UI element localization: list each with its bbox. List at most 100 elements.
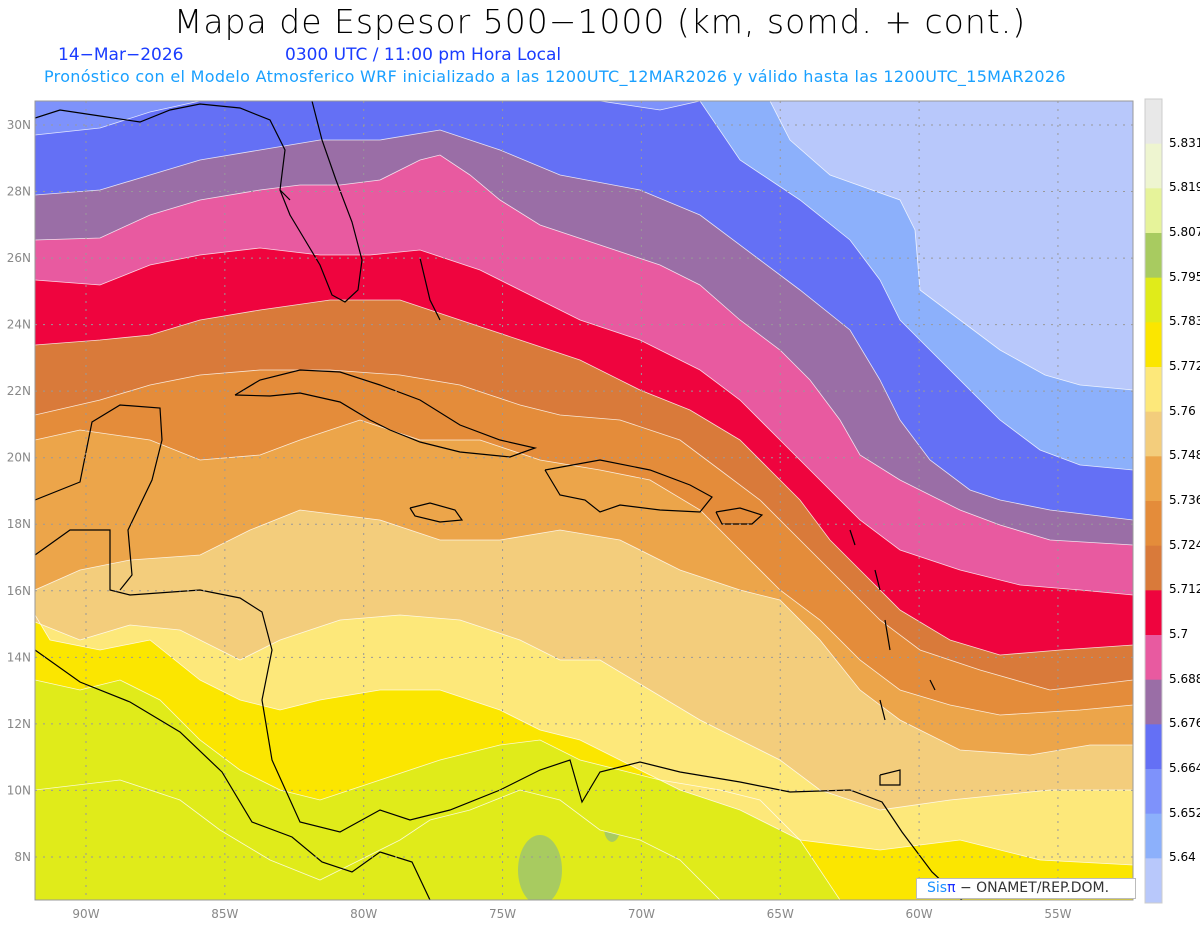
coastline xyxy=(849,529,856,546)
brand-sis: Sis xyxy=(927,880,948,896)
lon-label: 55W xyxy=(1044,907,1071,921)
colorbar-label: 5.831 xyxy=(1169,135,1200,150)
coastline xyxy=(35,649,431,900)
coastline xyxy=(715,507,764,525)
forecast-date: 14−Mar−2026 xyxy=(58,45,184,65)
colorbar-swatch xyxy=(1145,143,1162,189)
lon-label: 75W xyxy=(489,907,516,921)
map-title: Mapa de Espesor 500−1000 (km, somd. + co… xyxy=(173,2,1027,41)
forecast-info: Pronóstico con el Modelo Atmosferico WRF… xyxy=(44,67,1066,86)
colorbar-swatch xyxy=(1145,813,1162,859)
contour-line xyxy=(35,369,1133,691)
coastline xyxy=(874,569,881,591)
colorbar-swatch xyxy=(1145,501,1162,547)
coastline xyxy=(419,257,441,321)
colorbar-label: 5.7 xyxy=(1169,627,1189,641)
colorbar-swatch xyxy=(1145,456,1162,502)
coastline xyxy=(544,459,713,513)
contour-line xyxy=(35,614,1133,811)
colorbar-label: 5.652 xyxy=(1169,805,1200,820)
lat-label: 20N xyxy=(7,451,31,465)
contour-line xyxy=(699,101,1133,471)
colorbar xyxy=(1144,98,1163,904)
colorbar-label: 5.772 xyxy=(1169,359,1200,373)
contour-line xyxy=(35,247,1133,596)
contour-lines xyxy=(35,101,1133,900)
lon-label: 80W xyxy=(350,907,377,921)
colorbar-label: 5.76 xyxy=(1169,403,1196,418)
colorbar-swatch xyxy=(1145,188,1162,234)
contour-line xyxy=(35,679,841,900)
lat-label: 24N xyxy=(7,318,31,332)
coastline xyxy=(234,369,538,458)
lat-label: 8N xyxy=(14,850,31,864)
credit-text: − ONAMET/REP.DOM. xyxy=(959,880,1110,896)
forecast-time: 0300 UTC / 11:00 pm Hora Local xyxy=(285,45,562,65)
colorbar-frame xyxy=(1144,98,1163,904)
colorbar-swatch xyxy=(1145,769,1162,815)
colorbar-swatch xyxy=(1145,99,1162,145)
lat-label: 14N xyxy=(7,650,31,664)
axis-labels: 90W 85W 80W 75W 70W 65W 60W 55W 30N 28N 26N 24N 22N 2… xyxy=(7,118,1072,921)
lat-label: 22N xyxy=(7,384,31,398)
lat-label: 26N xyxy=(7,251,31,265)
colorbar-swatch xyxy=(1145,322,1162,368)
brand-pi: π xyxy=(947,880,956,896)
colorbar-label: 5.783 xyxy=(1169,314,1200,329)
coastline xyxy=(879,769,901,786)
band-5.652 xyxy=(35,101,700,135)
coastline xyxy=(35,404,163,591)
lon-label: 85W xyxy=(211,907,238,921)
colorbar-swatch xyxy=(1145,233,1162,279)
contour-line xyxy=(35,419,1133,716)
contour-line xyxy=(769,101,1133,391)
colorbar-swatch xyxy=(1145,858,1162,904)
contour-line xyxy=(35,299,1133,656)
colorbar-label: 5.688 xyxy=(1169,671,1200,686)
band-min xyxy=(770,101,1133,390)
colorbar-label: 5.676 xyxy=(1169,716,1200,731)
contour-line xyxy=(35,129,1133,521)
colorbar-label: 5.819 xyxy=(1169,180,1200,195)
colorbar-label: 5.664 xyxy=(1169,761,1200,775)
lon-label: 60W xyxy=(906,907,933,921)
contour-line xyxy=(35,101,701,136)
lat-label: 30N xyxy=(7,118,31,132)
colorbar-swatch xyxy=(1145,679,1162,725)
colorbar-label: 5.748 xyxy=(1169,448,1200,463)
lat-label: 18N xyxy=(7,517,31,531)
thickness-bands xyxy=(35,101,1133,900)
coastline xyxy=(929,679,936,691)
coastline xyxy=(35,101,363,303)
lat-label: 10N xyxy=(7,783,31,797)
colorbar-label: 5.795 xyxy=(1169,269,1200,284)
colorbar-swatch xyxy=(1145,724,1162,770)
colorbar-swatch xyxy=(1145,590,1162,636)
colorbar-swatch xyxy=(1145,411,1162,457)
colorbar-label: 5.724 xyxy=(1169,537,1200,552)
colorbar-label: 5.807 xyxy=(1169,225,1200,239)
colorbar-label: 5.712 xyxy=(1169,582,1200,597)
coastline xyxy=(409,502,464,523)
colorbar-swatch xyxy=(1145,545,1162,591)
lon-label: 70W xyxy=(628,907,655,921)
coastline xyxy=(879,699,886,721)
colorbar-label: 5.64 xyxy=(1169,850,1196,865)
contour-line xyxy=(35,509,1133,756)
contour-line xyxy=(35,154,1133,546)
lat-label: 16N xyxy=(7,584,31,598)
map-frame xyxy=(34,100,1134,901)
colorbar-swatch xyxy=(1145,277,1162,323)
colorbar-swatch xyxy=(1145,635,1162,681)
graticule xyxy=(35,101,1133,900)
contour-line xyxy=(35,779,721,900)
coastline xyxy=(279,189,291,201)
band-5.795-5.807 xyxy=(518,835,562,900)
lon-label: 65W xyxy=(767,907,794,921)
colorbar-label: 5.736 xyxy=(1169,493,1200,507)
coastline xyxy=(884,619,891,651)
colorbar-swatch xyxy=(1145,367,1162,413)
lat-label: 12N xyxy=(7,717,31,731)
contour-line xyxy=(35,614,1133,866)
